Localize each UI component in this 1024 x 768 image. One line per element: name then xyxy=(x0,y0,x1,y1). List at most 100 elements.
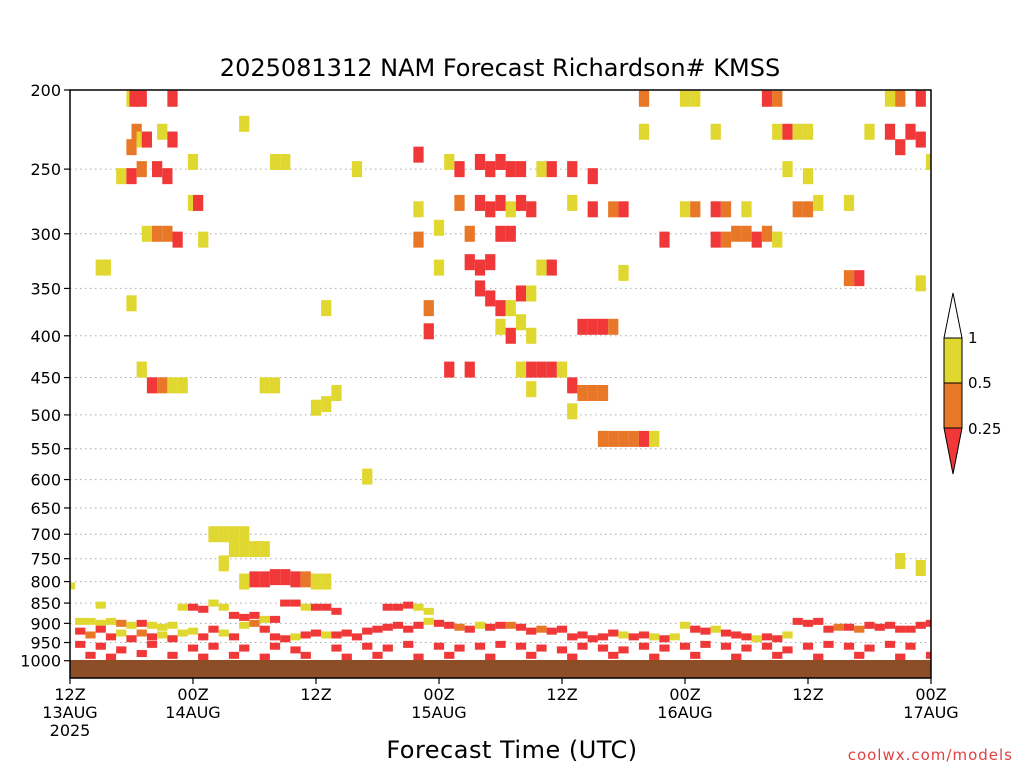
data-cell xyxy=(618,264,629,281)
y-tick-label: 950 xyxy=(30,634,61,653)
data-cell xyxy=(105,617,117,625)
credit-text: coolwx.com/models xyxy=(848,746,1013,764)
ground-band xyxy=(70,660,931,678)
data-cell xyxy=(433,259,445,276)
data-cell xyxy=(659,231,670,248)
y-tick-label: 450 xyxy=(30,369,61,388)
x-tick-label: 00Z xyxy=(177,685,208,704)
data-cell xyxy=(649,633,660,641)
data-cell xyxy=(782,631,793,639)
data-cell xyxy=(782,646,793,654)
data-cell xyxy=(536,161,547,178)
data-cell xyxy=(751,231,762,248)
data-cell xyxy=(495,153,506,170)
data-cell xyxy=(905,123,916,140)
data-cell xyxy=(802,642,814,650)
data-cell xyxy=(95,619,106,627)
data-cell xyxy=(177,377,188,394)
data-cell xyxy=(720,231,732,248)
data-cell xyxy=(782,123,793,140)
data-cell xyxy=(854,270,865,287)
data-cell xyxy=(495,318,506,335)
data-cell xyxy=(567,403,578,420)
data-cell xyxy=(269,642,281,650)
data-cell xyxy=(495,300,506,317)
data-cell xyxy=(362,627,373,635)
data-cell xyxy=(321,631,332,639)
data-cell xyxy=(925,619,931,627)
data-cell xyxy=(239,644,250,652)
data-cell xyxy=(679,642,691,650)
data-cell xyxy=(823,625,834,633)
data-cell xyxy=(474,621,486,629)
data-cell xyxy=(485,290,496,307)
data-cell xyxy=(280,569,291,586)
data-cell xyxy=(423,300,434,317)
data-cell xyxy=(474,280,486,297)
data-cell xyxy=(126,139,137,156)
data-cell xyxy=(864,123,875,140)
data-cell xyxy=(321,573,332,590)
data-cell xyxy=(864,644,875,652)
data-cell xyxy=(372,651,383,659)
data-cell xyxy=(720,642,732,650)
data-cell xyxy=(239,613,250,621)
data-cell xyxy=(382,644,393,652)
data-cell xyxy=(751,635,762,643)
data-cell xyxy=(710,625,721,633)
data-cell xyxy=(864,621,875,629)
data-cell xyxy=(833,623,844,631)
data-cell xyxy=(618,631,629,639)
data-cell xyxy=(700,640,711,648)
data-cell xyxy=(280,153,291,170)
data-cell xyxy=(802,123,814,140)
x-tick-label: 14AUG xyxy=(165,703,220,722)
y-tick-label: 400 xyxy=(30,327,61,346)
data-cell xyxy=(464,225,475,242)
data-cell xyxy=(187,627,199,635)
data-cell xyxy=(474,259,486,276)
data-cell xyxy=(454,194,465,211)
data-cell xyxy=(167,377,178,394)
data-cell xyxy=(618,430,629,447)
data-cell xyxy=(95,642,106,650)
legend-label: 0.5 xyxy=(968,374,992,392)
data-cell xyxy=(75,640,86,648)
data-cell xyxy=(608,629,619,637)
data-cell xyxy=(567,377,578,394)
data-cell xyxy=(515,314,527,331)
data-cell xyxy=(300,651,311,659)
data-cell xyxy=(116,629,127,637)
data-cell xyxy=(895,625,906,633)
data-cell xyxy=(136,629,147,637)
data-cell xyxy=(157,123,168,140)
data-cell xyxy=(433,219,445,236)
data-cell xyxy=(669,633,680,641)
data-cell xyxy=(546,161,557,178)
data-cell xyxy=(915,131,926,148)
data-cell xyxy=(505,225,516,242)
data-cell xyxy=(905,625,916,633)
data-cell xyxy=(290,599,301,607)
data-cell xyxy=(136,90,147,107)
data-cell xyxy=(136,161,147,178)
data-cell xyxy=(925,153,931,170)
data-cell xyxy=(731,631,742,639)
y-tick-label: 1000 xyxy=(20,652,61,671)
data-cell xyxy=(587,384,598,401)
data-cell xyxy=(608,318,619,335)
data-cell xyxy=(485,201,496,218)
data-cell xyxy=(536,259,547,276)
data-cell xyxy=(536,625,547,633)
data-cell xyxy=(526,201,537,218)
data-cell xyxy=(433,619,445,627)
data-cell xyxy=(813,653,824,661)
data-cell xyxy=(341,653,352,661)
data-cell xyxy=(126,635,137,643)
data-cell xyxy=(495,640,506,648)
data-cell xyxy=(300,571,311,588)
x-tick-label: 16AUG xyxy=(657,703,712,722)
x-axis-label: Forecast Time (UTC) xyxy=(386,736,637,764)
data-cell xyxy=(75,627,86,635)
